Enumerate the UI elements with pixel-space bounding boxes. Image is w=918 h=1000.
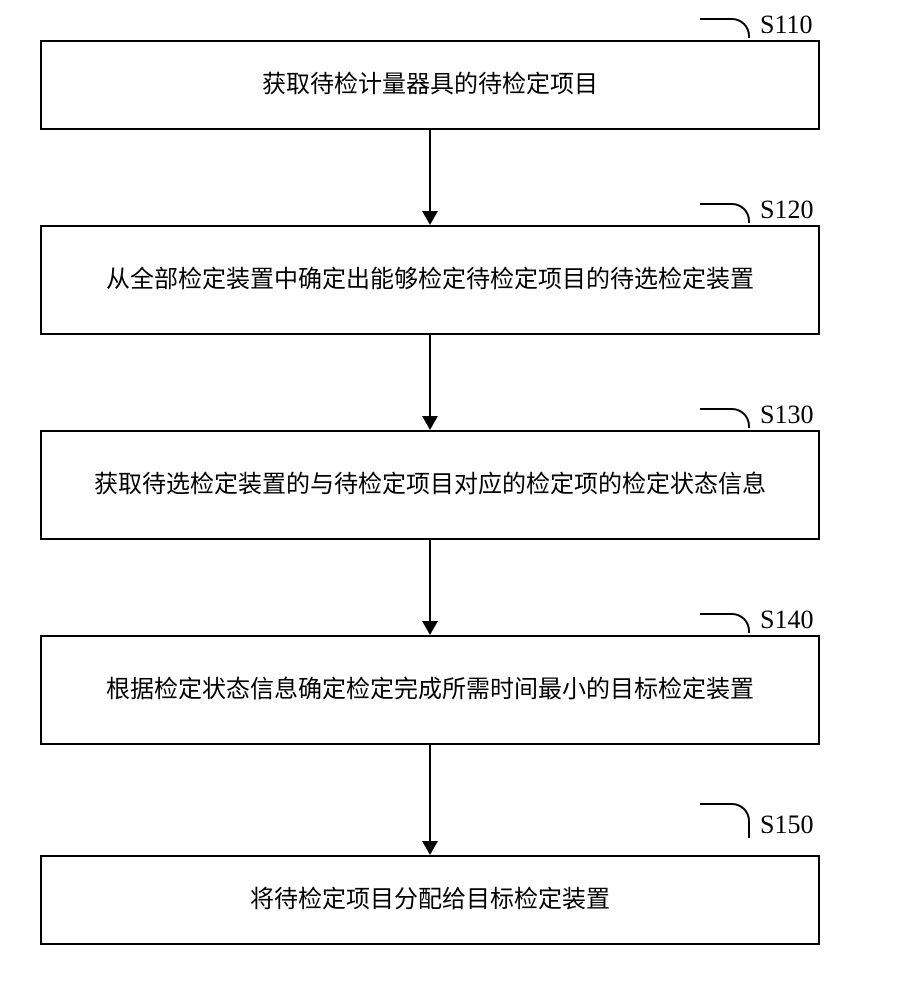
flowchart-step-S140: 根据检定状态信息确定检定完成所需时间最小的目标检定装置 [40,635,820,745]
flowchart-container: 获取待检计量器具的待检定项目 S110 从全部检定装置中确定出能够检定待检定项目的待… [0,0,918,1000]
arrow-head-icon [422,211,438,225]
arrow-head-icon [422,841,438,855]
arrow-line [429,745,431,841]
leader-line [700,18,750,38]
flowchart-step-S150: 将待检定项目分配给目标检定装置 [40,855,820,945]
step-label-S130: S130 [760,400,813,430]
step-text: 获取待检计量器具的待检定项目 [262,67,598,103]
step-text: 获取待选检定装置的与待检定项目对应的检定项的检定状态信息 [94,467,766,503]
step-text: 根据检定状态信息确定检定完成所需时间最小的目标检定装置 [106,672,754,708]
step-text: 从全部检定装置中确定出能够检定待检定项目的待选检定装置 [106,262,754,298]
step-text: 将待检定项目分配给目标检定装置 [250,882,610,918]
arrow-head-icon [422,621,438,635]
arrow-line [429,335,431,416]
flowchart-step-S130: 获取待选检定装置的与待检定项目对应的检定项的检定状态信息 [40,430,820,540]
flowchart-step-S120: 从全部检定装置中确定出能够检定待检定项目的待选检定装置 [40,225,820,335]
step-label-S150: S150 [760,810,813,840]
step-label-S110: S110 [760,10,813,40]
arrow-head-icon [422,416,438,430]
leader-line [700,803,750,838]
leader-line [700,203,750,223]
flowchart-step-S110: 获取待检计量器具的待检定项目 [40,40,820,130]
step-label-S120: S120 [760,195,813,225]
arrow-line [429,130,431,211]
arrow-line [429,540,431,621]
step-label-S140: S140 [760,605,813,635]
leader-line [700,613,750,633]
leader-line [700,408,750,428]
